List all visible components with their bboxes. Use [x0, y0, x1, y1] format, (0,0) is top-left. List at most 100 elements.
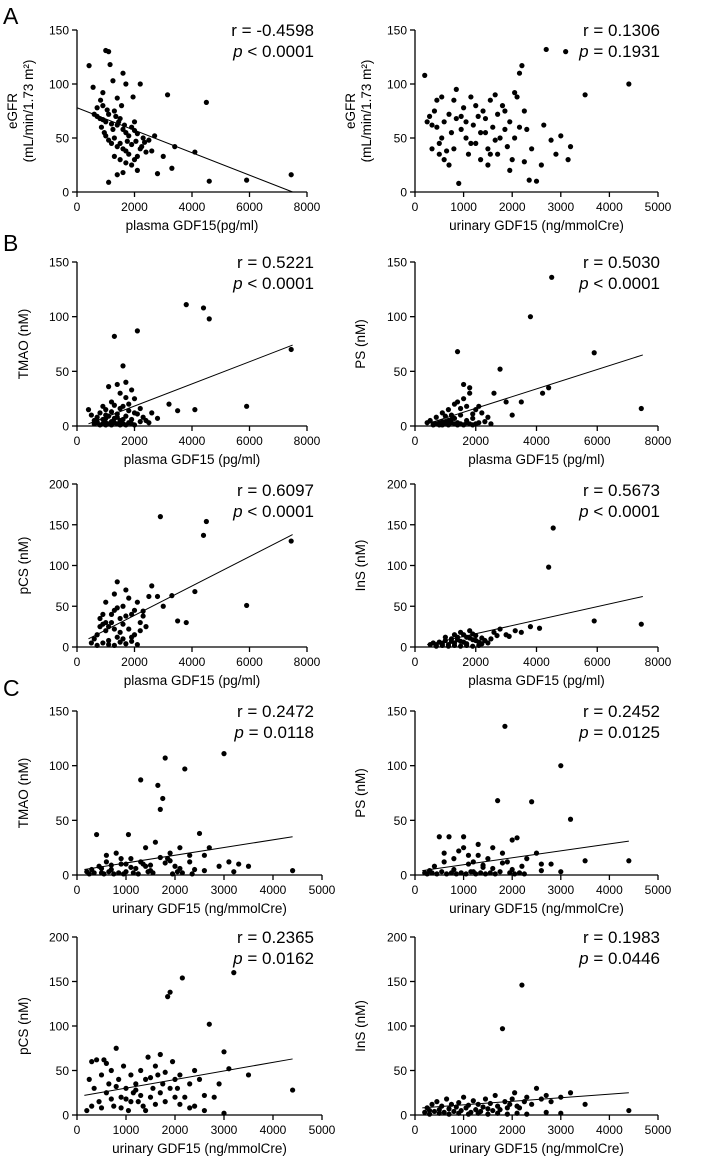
data-point [451, 415, 458, 421]
data-point [529, 146, 535, 152]
x-tick-label: 2000 [499, 883, 526, 897]
data-point [111, 402, 117, 408]
y-axis-label: InS (nM) [353, 1000, 368, 1052]
data-point [439, 410, 445, 416]
data-point [458, 126, 464, 132]
y-tick-label: 150 [387, 518, 407, 532]
data-point [488, 636, 494, 642]
data-point [187, 1081, 193, 1087]
data-point [169, 165, 175, 171]
data-point [154, 415, 161, 421]
data-point [448, 130, 455, 136]
y-tick-label: 0 [62, 186, 69, 200]
data-point [457, 643, 464, 649]
data-point [512, 871, 518, 877]
x-axis-label: plasma GDF15 (pg/ml) [124, 452, 261, 467]
data-point [490, 1107, 496, 1114]
data-point [487, 870, 493, 876]
x-tick-label: 4000 [596, 1123, 623, 1137]
data-point [129, 162, 135, 168]
data-point [114, 381, 120, 388]
data-point [111, 626, 117, 632]
data-point [98, 1072, 105, 1078]
data-point [443, 871, 450, 877]
data-point [244, 602, 250, 609]
y-axis-label: PS (nM) [353, 319, 368, 369]
data-point [429, 1101, 435, 1107]
data-point [145, 1054, 151, 1060]
data-point [461, 834, 467, 840]
data-point [120, 70, 126, 76]
data-point [582, 858, 588, 864]
correlation-r-label: r = 0.1983 [583, 928, 660, 947]
p-value: = 0.0446 [589, 949, 660, 968]
data-point [183, 619, 189, 626]
data-point [490, 865, 496, 872]
data-point [157, 1051, 163, 1058]
data-point [536, 625, 543, 631]
p-symbol: p [578, 42, 588, 61]
y-tick-label: 100 [49, 78, 69, 92]
correlation-r-label: r = 0.1306 [583, 21, 660, 40]
data-point [527, 314, 534, 320]
data-point [446, 1106, 452, 1112]
data-point [114, 634, 120, 640]
data-point [558, 1110, 564, 1116]
data-point [426, 1111, 433, 1117]
data-point [162, 755, 168, 761]
correlation-r-label: r = 0.5673 [583, 481, 660, 500]
data-point [120, 603, 126, 609]
data-point [638, 621, 644, 627]
data-point [288, 172, 294, 178]
data-point [116, 1076, 122, 1082]
data-point [443, 1096, 450, 1102]
data-point [134, 167, 140, 173]
data-point [464, 642, 470, 648]
data-point [541, 122, 547, 128]
data-point [133, 1081, 139, 1087]
data-point [494, 632, 500, 639]
data-point [175, 618, 181, 624]
data-point [582, 1101, 588, 1107]
x-tick-label: 4000 [179, 200, 206, 214]
data-point [482, 115, 489, 122]
data-point [114, 172, 120, 178]
x-tick-label: 8000 [294, 434, 321, 448]
data-point [137, 619, 143, 626]
x-tick-label: 0 [74, 1123, 81, 1137]
data-point [111, 108, 117, 114]
data-point [86, 63, 92, 69]
x-tick-label: 3000 [547, 200, 574, 214]
p-value: < 0.0001 [243, 42, 314, 61]
scatter-plot-8: 0 1000 2000 3000 4000 5000 0 50 100 150 urinary GD… [353, 702, 672, 916]
data-point [461, 845, 467, 851]
data-point [84, 1107, 90, 1114]
data-point [538, 868, 544, 874]
correlation-r-label: r = -0.4598 [231, 21, 314, 40]
x-tick-label: 2000 [121, 200, 148, 214]
panel-letter-a: A [3, 3, 19, 29]
data-point [470, 643, 476, 649]
data-point [453, 871, 459, 877]
data-point [497, 135, 503, 141]
data-point [475, 1110, 481, 1116]
p-symbol: p [232, 502, 242, 521]
data-point [470, 411, 476, 417]
data-point [221, 1110, 227, 1116]
data-point [468, 869, 474, 875]
data-point [182, 766, 188, 772]
data-point [485, 414, 491, 420]
data-point [475, 1101, 481, 1107]
data-point [162, 860, 168, 866]
data-point [457, 629, 464, 635]
data-point [154, 593, 161, 600]
x-axis-label: urinary GDF15 (ng/mmolCre) [449, 218, 624, 233]
p-symbol: p [578, 274, 588, 293]
data-point [120, 621, 126, 627]
scatter-plot-4: 0 2000 4000 6000 8000 0 50 100 150 plasma GDF15 (… [353, 253, 672, 467]
data-point [468, 140, 474, 146]
data-point [107, 61, 113, 68]
data-point [143, 624, 149, 630]
y-axis-label: pCS (nM) [16, 997, 31, 1055]
data-point [86, 871, 92, 877]
